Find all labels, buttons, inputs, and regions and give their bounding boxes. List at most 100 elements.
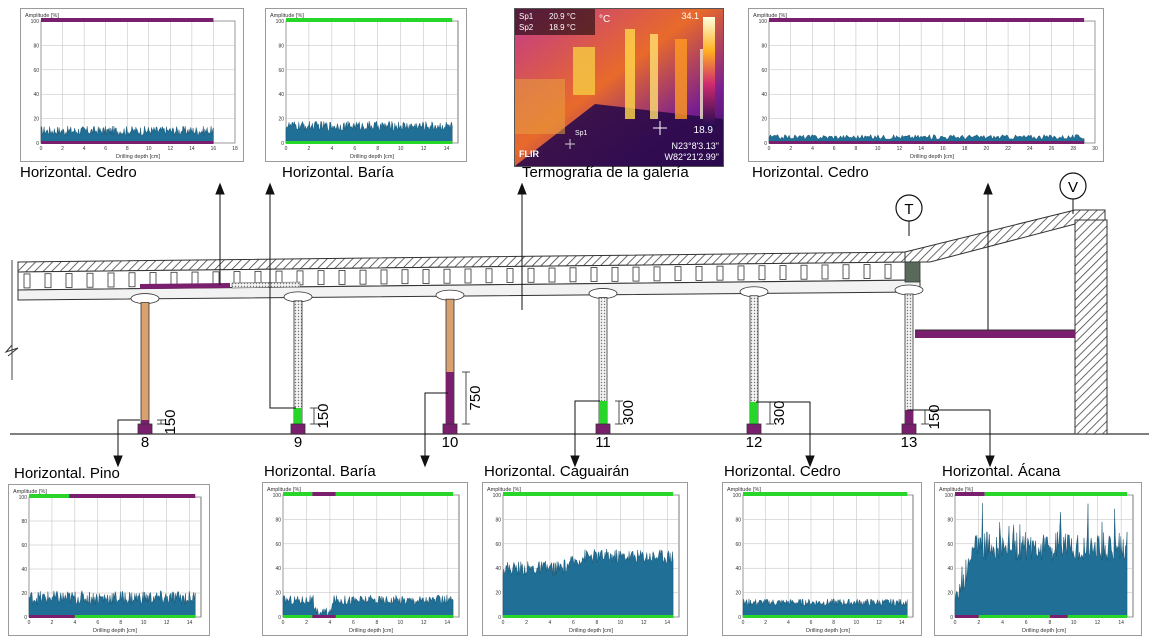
- plot-area: [768, 20, 1096, 144]
- ytick-label: 20: [495, 591, 501, 597]
- chart-bottom-caguairan: Amplitude [%] Drilling depth [cm] 0 20 40 60 8…: [482, 482, 688, 636]
- xtick-label: 12: [1095, 620, 1101, 626]
- chart-svg: Amplitude [%]Drilling depth [cm]02040608…: [727, 487, 914, 634]
- joist: [86, 272, 94, 288]
- chart-ylabel: Amplitude [%]: [13, 489, 47, 495]
- xtick-label: 2: [305, 620, 308, 626]
- chart-ylabel: Amplitude [%]: [939, 487, 973, 493]
- ytick-label: 80: [761, 43, 767, 49]
- xtick-label: 4: [1001, 620, 1004, 626]
- chart-ylabel: Amplitude [%]: [487, 487, 521, 493]
- ytick-label: 0: [24, 615, 27, 621]
- joist: [44, 273, 52, 289]
- column-test-zone: [905, 410, 913, 424]
- joist: [653, 266, 661, 282]
- chart-top-baria: Amplitude [%] Drilling depth [cm] 0 20 40 60 8…: [265, 8, 467, 162]
- ytick-label: 40: [275, 566, 281, 572]
- chart-bottom-cedro: Amplitude [%] Drilling depth [cm] 0 20 40 60 8…: [722, 482, 922, 636]
- xtick-label: 8: [1049, 620, 1052, 626]
- assessment-bar-top: [984, 492, 1128, 496]
- amplitude-series: [28, 589, 196, 618]
- xtick-label: 18: [962, 146, 968, 152]
- ytick-label: 40: [21, 567, 27, 573]
- joist: [737, 265, 745, 281]
- column-capital: [894, 284, 924, 296]
- assessment-bar-bottom: [978, 615, 1050, 618]
- xtick-label: 0: [502, 620, 505, 626]
- assessment-bar-bottom: [955, 615, 979, 618]
- ytick-label: 60: [33, 68, 39, 74]
- ytick-label: 80: [278, 43, 284, 49]
- xtick-label: 10: [141, 620, 147, 626]
- dimension-value: 300: [620, 400, 637, 425]
- xtick-label: 8: [119, 620, 122, 626]
- ytick-label: 100: [273, 493, 282, 499]
- beam-degraded-zone: [231, 281, 301, 289]
- xtick-label: 2: [308, 146, 311, 152]
- xtick-label: 6: [572, 620, 575, 626]
- joist: [779, 265, 787, 280]
- beam-decay-zone: [140, 283, 230, 289]
- ytick-label: 40: [947, 566, 953, 572]
- sp2-label: Sp2: [519, 23, 534, 32]
- xtick-label: 6: [810, 620, 813, 626]
- chart-xlabel: Drilling depth [cm]: [349, 628, 393, 634]
- chart-svg: Amplitude [%]Drilling depth [cm]02040608…: [25, 13, 238, 160]
- ytick-label: 0: [764, 141, 767, 147]
- sp1-label: Sp1: [519, 12, 534, 21]
- xtick-label: 14: [1118, 620, 1124, 626]
- ytick-label: 80: [21, 519, 27, 525]
- coord-n: N23°8'3.13": [671, 141, 719, 151]
- caption-top-right: Horizontal. Cedro: [752, 164, 869, 181]
- dimension-value: 150: [162, 409, 179, 434]
- sp1-value: 20.9 °C: [549, 12, 576, 21]
- xtick-label: 10: [398, 620, 404, 626]
- assessment-bar-bottom: [743, 615, 908, 618]
- xtick-label: 14: [918, 146, 924, 152]
- column-capital: [435, 289, 465, 301]
- ytick-label: 80: [33, 43, 39, 49]
- chart-ylabel: Amplitude [%]: [753, 13, 787, 19]
- marker-v: V: [1059, 172, 1087, 214]
- caption-bottom-cedro: Horizontal. Cedro: [724, 463, 841, 480]
- column-test-zone: [446, 372, 454, 424]
- joist: [884, 263, 892, 279]
- assessment-bar-top: [955, 492, 985, 496]
- ytick-label: 20: [33, 117, 39, 123]
- joist: [107, 272, 115, 288]
- assessment-bar-bottom: [283, 615, 313, 618]
- coord-w: W82°21'2.99": [664, 152, 719, 162]
- caption-thermo: Termografía de la galería: [522, 164, 689, 181]
- joist: [695, 265, 703, 281]
- xtick-label: 28: [1070, 146, 1076, 152]
- leader-lines: [113, 182, 995, 468]
- ytick-label: 100: [31, 19, 40, 25]
- ytick-label: 20: [278, 117, 284, 123]
- joist: [485, 268, 493, 284]
- xtick-label: 12: [897, 146, 903, 152]
- ytick-label: 100: [733, 493, 742, 499]
- assessment-bar-bottom: [312, 615, 336, 618]
- flir-logo: FLIR: [519, 149, 539, 159]
- chart-top-right-cedro: Amplitude [%] Drilling depth [cm] 0 20 40 60 8…: [748, 8, 1104, 162]
- assessment-bar-top: [69, 494, 196, 498]
- assessment-bar-bottom: [1067, 615, 1128, 618]
- assessment-bar-top: [283, 492, 313, 496]
- joist: [401, 269, 409, 285]
- plot-area: [40, 20, 236, 144]
- xtick-label: 30: [1092, 146, 1098, 152]
- assessment-bar-bottom: [769, 141, 1085, 144]
- temp-unit: °C: [599, 14, 610, 25]
- xtick-label: 18: [232, 146, 238, 152]
- ytick-label: 60: [278, 68, 284, 74]
- xtick-label: 2: [977, 620, 980, 626]
- joist: [65, 273, 73, 288]
- joist: [464, 268, 472, 284]
- chart-bottom-pino: Amplitude [%] Drilling depth [cm] 0 20 40 60 8…: [8, 484, 210, 636]
- chart-ylabel: Amplitude [%]: [267, 487, 301, 493]
- ytick-label: 40: [735, 566, 741, 572]
- chart-xlabel: Drilling depth [cm]: [116, 154, 160, 160]
- xtick-label: 4: [811, 146, 814, 152]
- chart-ylabel: Amplitude [%]: [270, 13, 304, 19]
- chart-xlabel: Drilling depth [cm]: [350, 154, 394, 160]
